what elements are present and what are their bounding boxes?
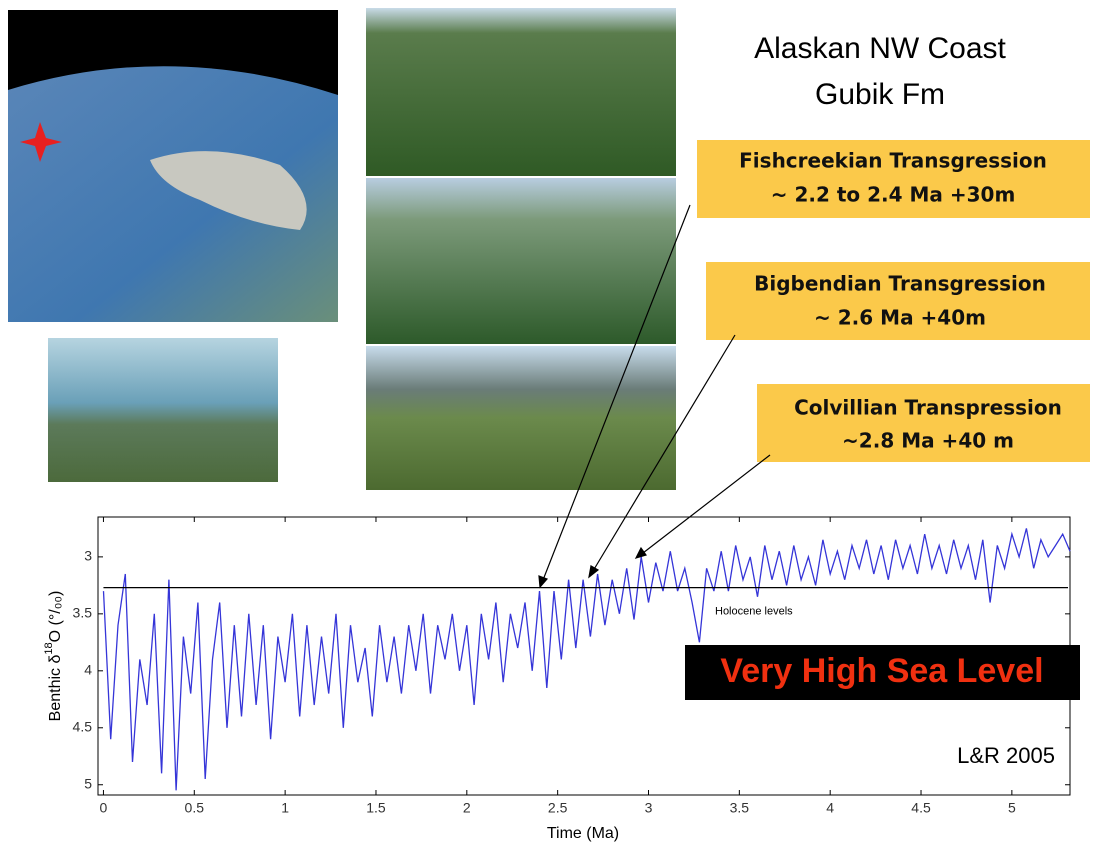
x-tick-label: 1.5	[366, 800, 386, 816]
tundra-photo	[366, 346, 676, 490]
callout-text: Colvillian Transpression	[794, 396, 1062, 420]
mountain-photo	[366, 178, 676, 344]
photos	[8, 8, 676, 490]
reference-label: Holocene levels	[715, 606, 793, 618]
slide: Alaskan NW Coast Gubik Fm Fishcreekian T…	[0, 0, 1097, 850]
banner-text: Very High Sea Level	[720, 652, 1043, 690]
page: Alaskan NW Coast Gubik Fm Fishcreekian T…	[0, 0, 1097, 850]
x-tick-label: 2.5	[548, 800, 568, 816]
y-label-part: O (°/₀₀)	[47, 591, 64, 643]
y-tick-label: 3	[84, 548, 92, 564]
x-tick-label: 4	[826, 800, 834, 816]
y-tick-label: 5	[84, 775, 92, 791]
title-line: Gubik Fm	[815, 78, 945, 111]
x-axis-label: Time (Ma)	[547, 825, 619, 842]
y-tick-label: 4.5	[73, 718, 93, 734]
title-line: Alaskan NW Coast	[754, 32, 1006, 65]
callout-text: ~ 2.2 to 2.4 Ma +30m	[771, 183, 1016, 207]
credit: L&R 2005	[957, 743, 1055, 768]
y-axis-label: Benthic δ18O (°/₀₀)	[43, 591, 64, 722]
x-tick-label: 0	[100, 800, 108, 816]
callout-text: ~2.8 Ma +40 m	[842, 429, 1014, 453]
y-tick-label: 3.5	[73, 605, 93, 621]
x-tick-label: 1	[281, 800, 289, 816]
callout-text: ~ 2.6 Ma +40m	[814, 306, 986, 330]
coast-photo	[48, 338, 278, 482]
callout-text: Fishcreekian Transgression	[739, 149, 1047, 173]
x-tick-label: 2	[463, 800, 471, 816]
x-tick-label: 0.5	[185, 800, 205, 816]
x-tick-label: 4.5	[911, 800, 931, 816]
callout-text: Bigbendian Transgression	[754, 272, 1046, 296]
y-tick-label: 4	[84, 662, 92, 678]
x-tick-label: 3.5	[730, 800, 750, 816]
y-label-sup: 18	[43, 642, 55, 654]
y-label-part: Benthic δ	[47, 655, 64, 722]
forest-photo	[366, 8, 676, 176]
x-tick-label: 3	[645, 800, 653, 816]
x-tick-label: 5	[1008, 800, 1016, 816]
